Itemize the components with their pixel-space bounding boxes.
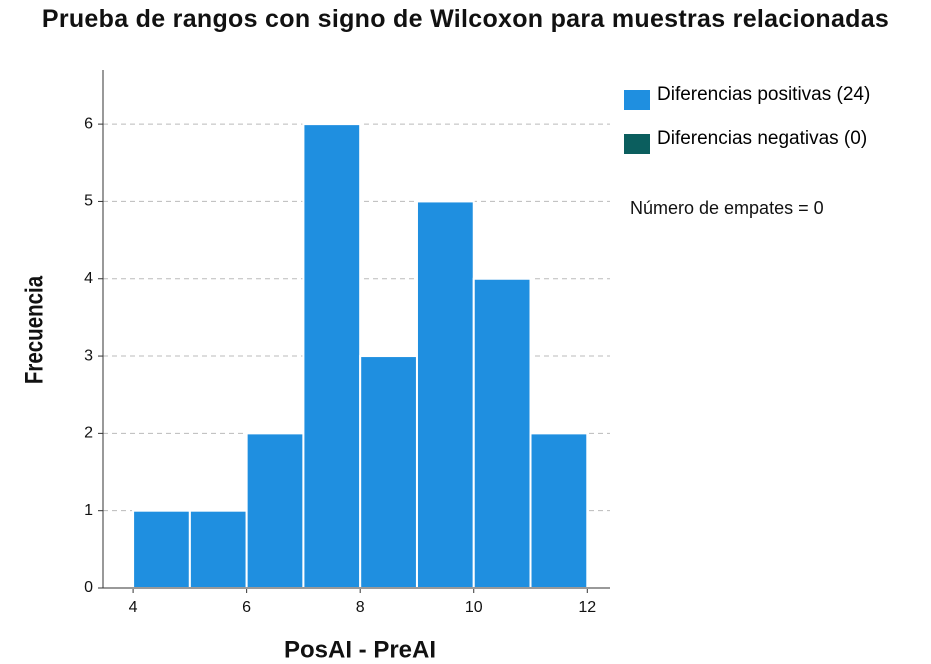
bar bbox=[132, 509, 191, 589]
legend-item: Diferencias positivas (24) bbox=[624, 84, 919, 110]
bar bbox=[188, 509, 248, 589]
legend-item: Diferencias negativas (0) bbox=[624, 128, 919, 154]
legend-swatch bbox=[624, 90, 650, 110]
bar bbox=[472, 277, 532, 589]
legend-label: Diferencias positivas (24) bbox=[657, 84, 871, 105]
y-tick-label: 1 bbox=[84, 502, 93, 519]
x-tick-label: 8 bbox=[356, 599, 365, 616]
y-tick-label: 0 bbox=[84, 579, 93, 596]
bar bbox=[415, 200, 475, 589]
y-tick-label: 2 bbox=[84, 425, 93, 442]
y-axis-label: Frecuencia bbox=[20, 276, 48, 384]
y-tick-label: 3 bbox=[84, 347, 93, 364]
x-tick-label: 6 bbox=[242, 599, 251, 616]
annotation: Número de empates = 0 bbox=[630, 198, 824, 218]
x-tick-label: 10 bbox=[465, 599, 483, 616]
legend-label: Diferencias negativas (0) bbox=[657, 128, 868, 149]
x-tick-label: 12 bbox=[578, 599, 596, 616]
y-tick-label: 4 bbox=[84, 270, 93, 287]
legend-swatch bbox=[624, 134, 650, 154]
chart-title: Prueba de rangos con signo de Wilcoxon p… bbox=[41, 5, 890, 33]
bar bbox=[529, 432, 589, 589]
bar bbox=[302, 123, 362, 589]
x-axis-label: PosAI - PreAI bbox=[284, 636, 436, 663]
bar bbox=[245, 432, 305, 589]
y-tick-label: 5 bbox=[84, 193, 93, 210]
x-tick-label: 4 bbox=[129, 599, 138, 616]
y-tick-label: 6 bbox=[84, 115, 93, 132]
bar bbox=[359, 355, 418, 589]
